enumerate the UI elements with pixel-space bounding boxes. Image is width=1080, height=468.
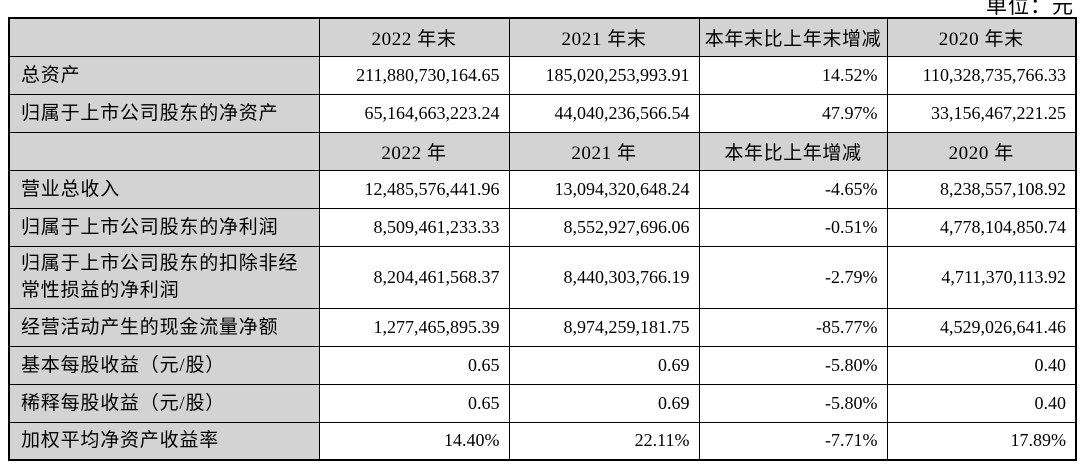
row-label-operating-cash-flow: 经营活动产生的现金流量净额 [8,307,320,347]
corner-cell-2 [8,131,320,171]
operating-cash-flow-2020: 4,529,026,641.46 [886,307,1077,347]
net-profit-2020: 4,778,104,850.74 [886,207,1077,247]
row-label-weighted-avg-roe: 加权平均净资产收益率 [8,421,320,461]
header-2021-year-end: 2021 年末 [508,17,700,57]
operating-cash-flow-2022: 1,277,465,895.39 [318,307,510,347]
row-label-basic-eps: 基本每股收益（元/股） [8,345,320,385]
diluted-eps-2022: 0.65 [318,383,510,423]
row-label-revenue: 营业总收入 [8,169,320,209]
net-assets-2020: 33,156,467,221.25 [886,93,1077,133]
deducted-net-profit-change: -2.79% [698,245,888,309]
net-profit-2022: 8,509,461,233.33 [318,207,510,247]
deducted-net-profit-2022: 8,204,461,568.37 [318,245,510,309]
header-yoy-change-year-end: 本年末比上年末增减 [698,17,888,57]
table-row-basic-eps: 基本每股收益（元/股） 0.65 0.69 -5.80% 0.40 [8,345,1077,385]
header-2022-year-end: 2022 年末 [318,17,510,57]
weighted-avg-roe-2022: 14.40% [318,421,510,461]
operating-cash-flow-change: -85.77% [698,307,888,347]
diluted-eps-2020: 0.40 [886,383,1077,423]
operating-cash-flow-2021: 8,974,259,181.75 [508,307,700,347]
table-row-diluted-eps: 稀释每股收益（元/股） 0.65 0.69 -5.80% 0.40 [8,383,1077,423]
weighted-avg-roe-2021: 22.11% [508,421,700,461]
corner-cell [8,17,320,57]
diluted-eps-2021: 0.69 [508,383,700,423]
basic-eps-2022: 0.65 [318,345,510,385]
header-yoy-change: 本年比上年增减 [698,131,888,171]
deducted-net-profit-2020: 4,711,370,113.92 [886,245,1077,309]
row-label-diluted-eps: 稀释每股收益（元/股） [8,383,320,423]
total-assets-2020: 110,328,735,766.33 [886,55,1077,95]
basic-eps-2021: 0.69 [508,345,700,385]
revenue-2022: 12,485,576,441.96 [318,169,510,209]
revenue-change: -4.65% [698,169,888,209]
total-assets-2021: 185,020,253,993.91 [508,55,700,95]
net-profit-2021: 8,552,927,696.06 [508,207,700,247]
header-row-year-end: 2022 年末 2021 年末 本年末比上年末增减 2020 年末 [8,17,1077,57]
table-row-total-assets: 总资产 211,880,730,164.65 185,020,253,993.9… [8,55,1077,95]
table-row-operating-cash-flow: 经营活动产生的现金流量净额 1,277,465,895.39 8,974,259… [8,307,1077,347]
net-assets-2022: 65,164,663,223.24 [318,93,510,133]
total-assets-change: 14.52% [698,55,888,95]
basic-eps-change: -5.80% [698,345,888,385]
table-row-weighted-avg-roe: 加权平均净资产收益率 14.40% 22.11% -7.71% 17.89% [8,421,1077,461]
weighted-avg-roe-2020: 17.89% [886,421,1077,461]
header-2020-year-end: 2020 年末 [886,17,1077,57]
row-label-net-assets: 归属于上市公司股东的净资产 [8,93,320,133]
financial-summary-table: 2022 年末 2021 年末 本年末比上年末增减 2020 年末 总资产 21… [8,17,1077,461]
net-assets-2021: 44,040,236,566.54 [508,93,700,133]
net-profit-change: -0.51% [698,207,888,247]
header-2022: 2022 年 [318,131,510,171]
diluted-eps-change: -5.80% [698,383,888,423]
row-label-net-profit: 归属于上市公司股东的净利润 [8,207,320,247]
row-label-total-assets: 总资产 [8,55,320,95]
header-2020: 2020 年 [886,131,1077,171]
table-row-net-profit: 归属于上市公司股东的净利润 8,509,461,233.33 8,552,927… [8,207,1077,247]
table-row-deducted-net-profit: 归属于上市公司股东的扣除非经常性损益的净利润 8,204,461,568.37 … [8,245,1077,309]
table-row-net-assets: 归属于上市公司股东的净资产 65,164,663,223.24 44,040,2… [8,93,1077,133]
total-assets-2022: 211,880,730,164.65 [318,55,510,95]
revenue-2021: 13,094,320,648.24 [508,169,700,209]
deducted-net-profit-2021: 8,440,303,766.19 [508,245,700,309]
weighted-avg-roe-change: -7.71% [698,421,888,461]
row-label-deducted-net-profit: 归属于上市公司股东的扣除非经常性损益的净利润 [8,245,320,309]
revenue-2020: 8,238,557,108.92 [886,169,1077,209]
table-row-revenue: 营业总收入 12,485,576,441.96 13,094,320,648.2… [8,169,1077,209]
net-assets-change: 47.97% [698,93,888,133]
unit-label: 单位：元 [986,0,1074,18]
header-2021: 2021 年 [508,131,700,171]
header-row-annual: 2022 年 2021 年 本年比上年增减 2020 年 [8,131,1077,171]
basic-eps-2020: 0.40 [886,345,1077,385]
